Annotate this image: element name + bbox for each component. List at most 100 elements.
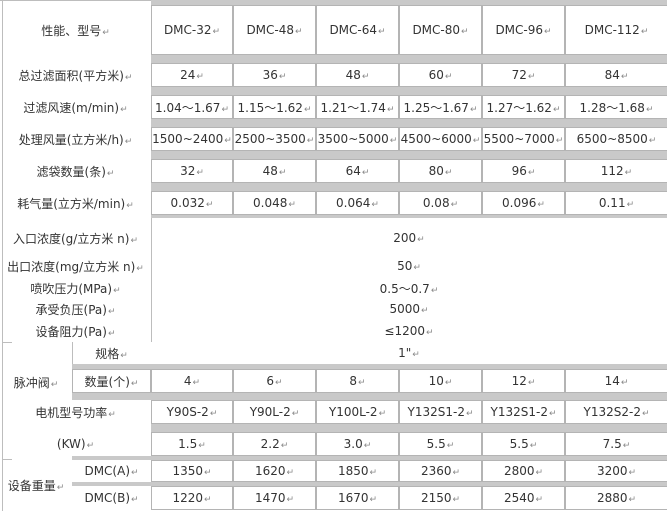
table-cell: 1470 [233,486,316,510]
row-label-text: 设备阻力(Pa) [36,323,116,340]
table-cell: 6 [233,369,316,393]
table-cell-text: 0.11 [599,196,634,210]
table-cell-text: 8 [349,374,365,388]
table-cell-text: 2360 [421,464,460,478]
model-header-cell: DMC-32 [151,5,233,55]
table-cell: 2500~3500 [233,127,316,151]
table-cell: 1.5 [151,432,233,456]
table-cell-text: 0.064 [336,196,379,210]
table-cell: 64 [316,159,399,183]
sub-label: 数量(个) [72,369,151,393]
border-line [2,0,3,511]
table-cell: 1.15～1.62 [233,95,316,119]
table-cell-text: Y90L-2 [250,405,300,419]
table-cell-text: 1670 [338,491,377,505]
table-cell-text: 2150 [421,491,460,505]
table-cell-text: 6500~8500 [577,132,657,146]
row-label-text: 耗气量(立方米/min) [17,195,134,212]
table-cell-text: 32 [180,164,204,178]
table-cell-text: Y132S1-2 [491,405,557,419]
table-cell-text: 2.2 [261,437,289,451]
table-cell: 112 [565,159,667,183]
table-cell: 3.0 [316,432,399,456]
common-value: 0.5～0.7 [151,277,667,299]
table-cell: 48 [316,63,399,87]
row-label-text: 滤袋数量(条) [37,163,115,180]
table-cell: 24 [151,63,233,87]
row-label: 出口浓度(mg/立方米 n) [0,255,151,277]
common-value-text: 50 [397,259,421,273]
table-cell-text: 84 [605,68,629,82]
common-value: 200 [151,227,667,249]
table-cell: 10 [399,369,482,393]
table-cell-text: Y132S2-2 [584,405,650,419]
row-label: 承受负压(Pa) [0,298,151,320]
row-label-text: 脉冲阀 [14,374,59,391]
common-value-text: ≤1200 [384,324,433,338]
sub-label: 规格 [72,342,151,364]
table-cell: 1500~2400 [151,127,233,151]
table-cell: 96 [482,159,565,183]
table-cell: 14 [565,369,667,393]
table-cell: 12 [482,369,565,393]
common-value-text: 0.5～0.7 [380,280,439,297]
row-separator [151,0,667,5]
row-separator [151,55,667,63]
table-cell: Y90S-2 [151,400,233,424]
row-separator [151,151,667,159]
table-cell-text: 1.25～1.67 [404,99,478,116]
row-separator [151,119,667,127]
table-cell: 5.5 [399,432,482,456]
table-cell: 0.064 [316,191,399,215]
table-cell: 0.032 [151,191,233,215]
row-label: 总过滤面积(平方米) [0,63,151,87]
row-separator [151,215,667,218]
row-label-text: 承受负压(Pa) [36,301,116,318]
row-separator [72,482,667,486]
table-cell-text: 64 [346,164,370,178]
row-separator [72,364,667,369]
row-separator [151,183,667,191]
model-header-cell-text: DMC-32 [164,23,220,37]
table-cell-text: 1350 [172,464,211,478]
table-cell: 0.11 [565,191,667,215]
table-cell: 1.21～1.74 [316,95,399,119]
model-header-cell: DMC-80 [399,5,482,55]
table-cell-text: 3200 [597,464,636,478]
table-cell: 1350 [151,460,233,482]
common-value-text: 5000 [389,302,428,316]
row-label: 电机型号功率 [0,400,151,424]
row-label: 处理风量(立方米/h) [0,127,151,151]
table-cell: 0.096 [482,191,565,215]
table-cell: Y100L-2 [316,400,399,424]
table-cell: 2800 [482,460,565,482]
table-cell: 1.25～1.67 [399,95,482,119]
sub-label-text: 规格 [95,345,128,362]
table-cell-text: Y132S1-2 [408,405,474,419]
model-header-cell-text: DMC-112 [585,23,649,37]
table-cell-text: 1.27～1.62 [487,99,561,116]
border-line [2,342,12,343]
table-cell: 60 [399,63,482,87]
table-cell: 4 [151,369,233,393]
table-cell: 1670 [316,486,399,510]
model-header-cell-text: DMC-80 [412,23,468,37]
row-label: 设备重量 [0,460,72,510]
table-cell-text: 5500~7000 [484,132,564,146]
model-header-cell: DMC-112 [565,5,667,55]
row-label: 脉冲阀 [0,342,72,422]
table-cell: 0.08 [399,191,482,215]
row-label-text: (KW) [57,437,94,451]
table-cell-text: 96 [512,164,536,178]
table-cell-text: 1.28～1.68 [580,99,654,116]
table-cell: 80 [399,159,482,183]
table-cell-text: 0.048 [253,196,296,210]
table-cell: 72 [482,63,565,87]
border-line [151,218,152,342]
table-cell: 8 [316,369,399,393]
row-label-text: 过滤风速(m/min) [23,99,127,116]
table-cell-text: 12 [512,374,536,388]
header-label: 性能、型号 [0,5,151,55]
table-cell-text: Y100L-2 [329,405,386,419]
table-cell: 2150 [399,486,482,510]
